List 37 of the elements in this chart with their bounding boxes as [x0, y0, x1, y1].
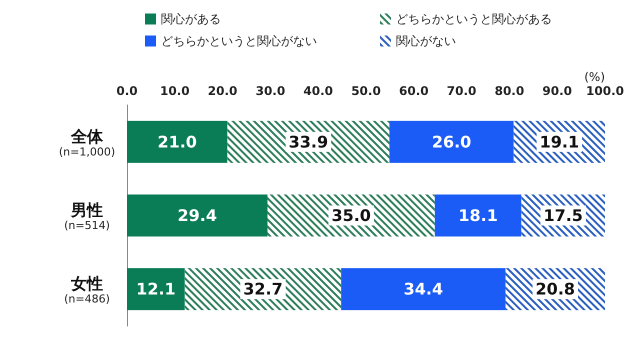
bar	[341, 268, 506, 310]
legend-label: 関心がある	[161, 12, 221, 26]
bar	[389, 120, 514, 163]
bar	[127, 120, 228, 163]
legend-label: どちらかというと関心がない	[161, 34, 317, 48]
x-tick-label: 10.0	[160, 84, 190, 98]
x-tick-label: 100.0	[586, 84, 624, 98]
x-tick-label: 50.0	[351, 84, 381, 98]
x-axis-title: (%)	[584, 70, 605, 84]
bar	[127, 194, 268, 236]
bar	[127, 268, 185, 310]
data-label: 33.9	[288, 132, 328, 152]
x-tick-label: 0.0	[116, 84, 138, 98]
data-label: 35.0	[331, 206, 371, 225]
y-tick-label: 男性 (n=514)	[64, 200, 110, 232]
data-label: 18.1	[458, 206, 498, 225]
data-label: 32.7	[243, 280, 283, 299]
bar	[434, 194, 522, 236]
data-label: 29.4	[178, 206, 218, 225]
x-tick-label: 60.0	[398, 84, 429, 98]
x-tick-label: 20.0	[208, 84, 238, 98]
legend-label: 関心がない	[396, 34, 456, 48]
x-tick-label: 70.0	[446, 84, 476, 98]
y-tick-label: 女性 (n=486)	[64, 274, 110, 306]
y-tick-label: 全体 (n=1,000)	[58, 126, 116, 158]
x-tick-label: 80.0	[494, 84, 524, 98]
data-label: 34.4	[404, 280, 444, 299]
legend-label: どちらかというと関心がある	[396, 12, 552, 26]
x-tick-label: 40.0	[303, 84, 334, 98]
x-tick-label: 90.0	[542, 84, 572, 98]
data-label: 21.0	[157, 132, 197, 152]
data-label: 19.1	[540, 132, 580, 152]
data-label: 20.8	[536, 280, 576, 299]
x-tick-label: 30.0	[256, 84, 286, 98]
data-label: 17.5	[543, 206, 583, 225]
data-label: 26.0	[432, 132, 472, 152]
data-label: 12.1	[136, 280, 176, 299]
